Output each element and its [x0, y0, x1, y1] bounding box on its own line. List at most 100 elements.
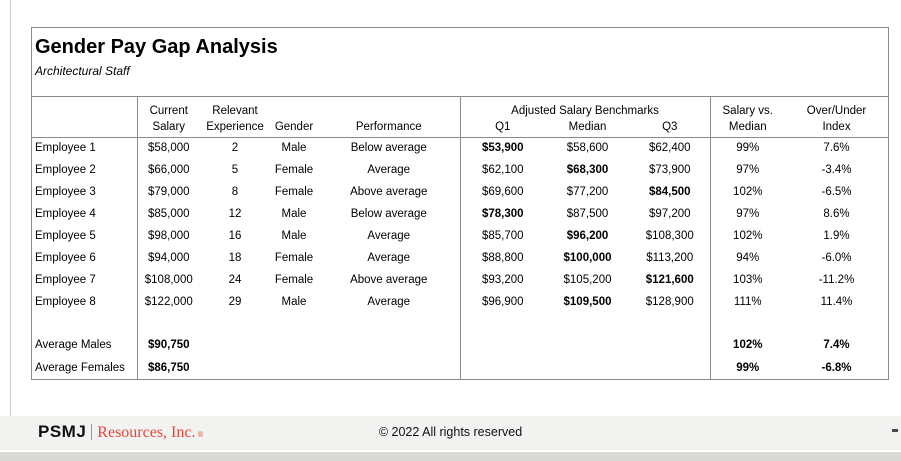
- cell-median: $58,600: [566, 142, 609, 155]
- cell-salary: $79,000: [147, 186, 190, 198]
- cell-q3: $73,900: [630, 159, 711, 181]
- cell-q3: $97,200: [630, 203, 711, 225]
- cell-name: Employee 6: [32, 247, 138, 269]
- cell-gender: Male: [281, 142, 307, 155]
- pay-gap-table: Gender Pay Gap Analysis Architectural St…: [31, 27, 889, 380]
- header-gender: Gender: [270, 118, 318, 138]
- logo-resources-text: Resources, Inc.: [97, 424, 196, 441]
- cell-median: [545, 313, 630, 333]
- cell-salary_vs_median: [710, 313, 785, 333]
- page-title: Gender Pay Gap Analysis: [35, 36, 278, 58]
- cell-q3: $121,600: [630, 269, 711, 291]
- cell-over_under: 7.6%: [823, 142, 850, 155]
- cell-q3: $113,200: [630, 247, 711, 269]
- cell-performance: Average: [318, 247, 461, 269]
- cell-over_under: 1.9%: [823, 230, 850, 242]
- data-table: Current Relevant Adjusted Salary Benchma…: [32, 97, 889, 379]
- cell-salary: $94,000: [147, 252, 190, 264]
- cell-experience: [200, 333, 270, 356]
- header-salary-vs-line2: Median: [710, 118, 786, 138]
- cell-performance: Below average: [318, 203, 461, 225]
- cell-gender: Female: [274, 274, 314, 286]
- header-gender-spacer: [270, 97, 318, 118]
- header-q3: Q3: [630, 118, 711, 138]
- table-row: Employee 6 $94,000 18 Female Average $88,800 $…: [32, 247, 888, 269]
- cell-q1: $53,900: [481, 142, 524, 155]
- header-empty: [32, 97, 138, 118]
- table-row: Employee 1 $58,000 2 Male Below average $53,9…: [32, 137, 888, 159]
- cell-gender: Male: [281, 208, 307, 220]
- table-row: Employee 5 $98,000 16 Male Average $85,700 $96…: [32, 225, 888, 247]
- cell-experience: 5: [231, 164, 239, 176]
- cell-median: $109,500: [563, 296, 612, 308]
- cell-q1: $93,200: [481, 274, 524, 286]
- cell-name: Employee 2: [32, 159, 138, 181]
- table-header: Current Relevant Adjusted Salary Benchma…: [32, 97, 889, 138]
- cell-salary_vs_median: 102%: [733, 186, 763, 198]
- cell-salary: [137, 313, 200, 333]
- cell-salary_vs_median: 102%: [733, 338, 763, 351]
- cell-q1: [460, 333, 545, 356]
- summary-row: Average Males $90,750 102% 7.4%: [32, 333, 888, 356]
- table-row: Employee 2 $66,000 5 Female Average $62,100 $6…: [32, 159, 888, 181]
- table-body: Employee 1 $58,000 2 Male Below average $53,9…: [32, 137, 888, 379]
- copyright-text: © 2022 All rights reserved: [378, 425, 523, 439]
- footer-edge-mark: [892, 429, 898, 432]
- cell-q1: $69,600: [481, 186, 524, 198]
- cell-name: Employee 5: [32, 225, 138, 247]
- cell-over_under: -6.8%: [821, 361, 852, 374]
- cell-q3: $128,900: [630, 291, 711, 313]
- cell-performance: [318, 356, 461, 379]
- cell-salary_vs_median: 102%: [733, 230, 763, 242]
- cell-median: $105,200: [563, 274, 612, 286]
- cell-over_under: -6.5%: [821, 186, 852, 198]
- header-relevant-experience-line1: Relevant: [212, 105, 258, 117]
- cell-q3: $108,300: [630, 225, 711, 247]
- cell-name: Employee 7: [32, 269, 138, 291]
- cell-name: Average Females: [32, 356, 138, 379]
- cell-experience: [200, 313, 270, 333]
- cell-gender: Female: [274, 164, 314, 176]
- cell-q3: [630, 333, 711, 356]
- header-over-under-line2: Index: [785, 118, 889, 138]
- cell-q1: $88,800: [481, 252, 524, 264]
- cell-salary_vs_median: 103%: [733, 274, 763, 286]
- cell-experience: 2: [231, 142, 239, 155]
- table-row: Employee 3 $79,000 8 Female Above average $69…: [32, 181, 888, 203]
- cell-over_under: -3.4%: [821, 164, 852, 176]
- psmj-logo: PSMJ Resources, Inc. ®: [38, 422, 204, 442]
- cell-q1: $85,700: [481, 230, 524, 242]
- logo-psmj-text: PSMJ: [38, 422, 87, 441]
- cell-salary_vs_median: 99%: [736, 142, 760, 155]
- cell-gender: Female: [274, 252, 314, 264]
- header-current-salary-line1: Current: [149, 105, 188, 117]
- cell-q1: [460, 356, 545, 379]
- cell-salary: $90,750: [147, 338, 190, 351]
- cell-over_under: 8.6%: [823, 208, 850, 220]
- cell-salary: $58,000: [147, 142, 190, 155]
- cell-over_under: -6.0%: [821, 252, 852, 264]
- cell-performance: Above average: [318, 181, 461, 203]
- cell-experience: 12: [228, 208, 242, 220]
- header-median: Median: [545, 118, 630, 138]
- cell-experience: 29: [228, 296, 242, 308]
- cell-name: Employee 3: [32, 181, 138, 203]
- cell-gender: Male: [281, 296, 307, 308]
- header-current-salary-line2: Salary: [137, 118, 200, 138]
- cell-performance: Average: [318, 159, 461, 181]
- header-relevant-experience-line2: Experience: [200, 118, 270, 138]
- cell-salary: $86,750: [147, 361, 190, 374]
- summary-row: Average Females $86,750 99% -6.8%: [32, 356, 888, 379]
- cell-gender: [270, 333, 318, 356]
- cell-salary_vs_median: 94%: [736, 252, 760, 264]
- cell-experience: 24: [228, 274, 242, 286]
- header-salary-vs-line1: Salary vs.: [722, 105, 774, 117]
- cell-experience: 8: [231, 186, 239, 198]
- logo-divider: [91, 424, 93, 440]
- cell-q3: $84,500: [630, 181, 711, 203]
- cell-name: Average Males: [32, 333, 138, 356]
- cell-performance: Average: [318, 291, 461, 313]
- registered-trademark-icon: ®: [197, 430, 204, 439]
- cell-q1: $78,300: [481, 208, 524, 220]
- cell-salary: $98,000: [147, 230, 190, 242]
